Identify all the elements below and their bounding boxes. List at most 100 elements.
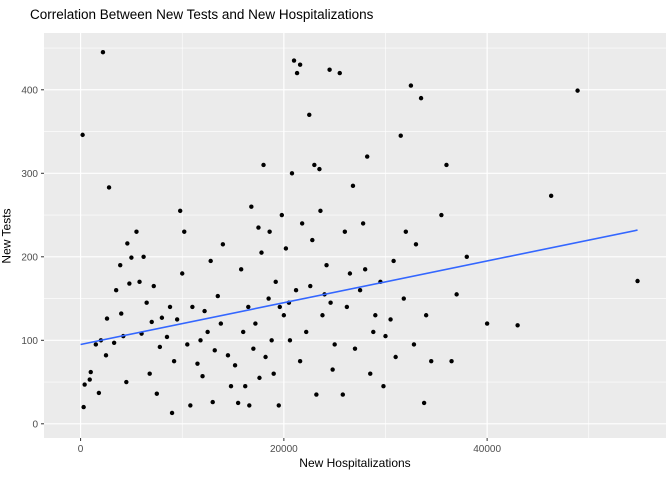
- scatter-point: [185, 342, 190, 347]
- scatter-point: [104, 316, 110, 321]
- scatter-point: [129, 255, 134, 260]
- scatter-point: [202, 308, 207, 314]
- scatter-point: [297, 62, 303, 67]
- trend-line: [80, 229, 638, 346]
- scatter-point: [134, 229, 139, 234]
- scatter-point: [241, 329, 246, 335]
- scatter-point: [157, 344, 163, 350]
- scatter-point: [119, 311, 124, 316]
- scatter-point: [180, 271, 185, 276]
- scatter-point: [210, 399, 215, 405]
- y-tick-label: 0: [32, 419, 38, 430]
- scatter-point: [413, 242, 419, 247]
- scatter-point: [215, 293, 220, 299]
- scatter-point: [281, 313, 287, 318]
- scatter-point: [205, 329, 210, 335]
- scatter-point: [212, 348, 217, 353]
- scatter-point: [344, 304, 350, 310]
- scatter-point: [124, 379, 129, 385]
- scatter-point: [408, 83, 414, 88]
- scatter-point: [317, 166, 322, 172]
- scatter-point: [310, 237, 315, 243]
- y-axis-title: New Tests: [0, 208, 14, 264]
- scatter-point: [371, 329, 376, 335]
- scatter-point: [182, 229, 187, 234]
- scatter-point: [381, 384, 386, 389]
- scatter-point: [297, 358, 303, 364]
- scatter-point: [635, 278, 640, 284]
- scatter-point: [159, 315, 165, 320]
- scatter-point: [266, 296, 271, 301]
- scatter-point: [261, 162, 266, 168]
- scatter-point: [273, 279, 278, 285]
- scatter-point: [393, 354, 398, 360]
- scatter-point: [218, 321, 224, 326]
- scatter-point: [151, 283, 156, 289]
- scatter-point: [418, 95, 424, 101]
- scatter-point: [141, 254, 146, 259]
- scatter-point: [352, 346, 358, 351]
- scatter-point: [444, 162, 449, 168]
- scatter-point: [253, 321, 258, 326]
- scatter-point: [200, 374, 205, 379]
- scatter-point: [195, 361, 200, 366]
- scatter-point: [174, 317, 180, 322]
- scatter-point: [314, 392, 319, 397]
- y-tick-label: 400: [21, 85, 38, 96]
- scatter-point: [304, 329, 309, 335]
- scatter-point: [246, 304, 251, 310]
- scatter-point: [342, 229, 348, 234]
- scatter-point: [548, 193, 554, 199]
- scatter-point: [256, 225, 261, 230]
- scatter-point: [357, 287, 363, 293]
- scatter-point: [289, 171, 295, 176]
- scatter-point: [171, 358, 177, 364]
- plot-panel: [44, 33, 666, 438]
- scatter-point: [293, 287, 299, 293]
- scatter-point: [238, 267, 244, 272]
- scatter-point: [81, 404, 86, 410]
- x-axis-title: New Hospitalizations: [299, 456, 411, 470]
- scatter-point: [235, 400, 241, 406]
- scatter-point: [287, 338, 293, 343]
- scatter-point: [190, 304, 195, 310]
- scatter-point: [340, 392, 346, 397]
- scatter-point: [308, 283, 313, 289]
- scatter-point: [127, 281, 132, 286]
- scatter-point: [403, 229, 409, 234]
- scatter-point: [100, 50, 106, 55]
- scatter-point: [103, 353, 109, 358]
- scatter-point: [243, 384, 248, 389]
- scatter-point: [320, 313, 325, 318]
- scatter-point: [144, 300, 149, 305]
- scatter-point: [113, 287, 119, 293]
- scatter-point: [307, 112, 312, 118]
- y-tick-label: 100: [21, 336, 38, 347]
- scatter-point: [312, 162, 317, 168]
- scatter-point: [277, 304, 282, 310]
- scatter-point: [391, 258, 396, 264]
- scatter-point: [267, 229, 272, 234]
- scatter-point: [337, 70, 342, 76]
- y-tick-label: 300: [21, 169, 38, 180]
- scatter-point: [411, 342, 417, 347]
- scatter-point: [484, 321, 490, 326]
- y-tick-label: 200: [21, 252, 38, 263]
- scatter-point: [169, 410, 175, 416]
- scatter-point: [271, 371, 276, 376]
- scatter-point: [368, 371, 373, 376]
- scatter-point: [279, 212, 285, 218]
- scatter-point: [330, 367, 335, 372]
- scatter-point: [324, 262, 329, 268]
- scatter-point: [232, 363, 238, 368]
- scatter-point: [328, 300, 333, 305]
- scatter-point: [332, 342, 337, 347]
- scatter-point: [294, 70, 300, 76]
- scatter-point: [118, 262, 123, 268]
- scatter-point: [263, 354, 268, 360]
- scatter-point: [421, 400, 427, 406]
- scatter-point: [350, 183, 356, 189]
- scatter-point: [327, 67, 332, 72]
- scatter-point: [398, 133, 403, 138]
